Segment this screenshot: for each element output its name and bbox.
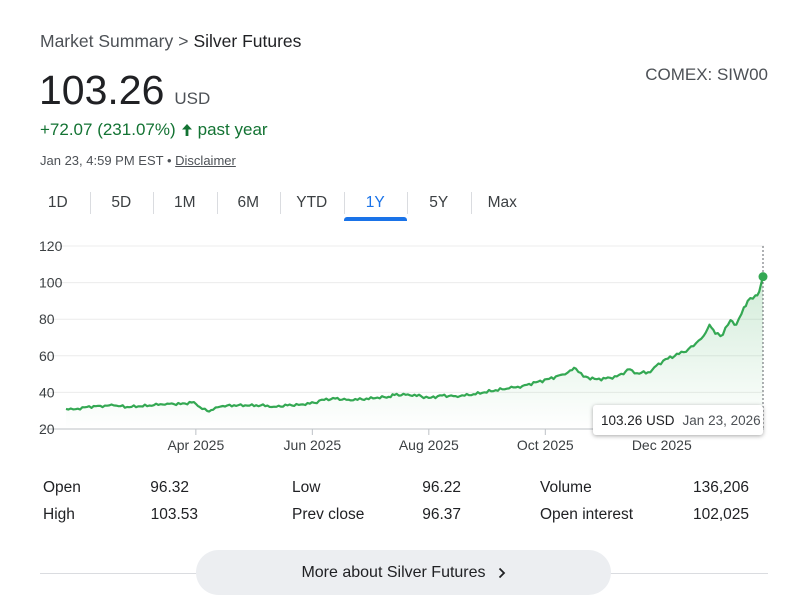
stat-label: Prev close — [292, 506, 365, 523]
hover-point — [758, 272, 768, 282]
x-tick-label: Oct 2025 — [517, 437, 574, 453]
exchange-symbol: COMEX: SIW00 — [645, 65, 768, 84]
stat-low: Low 96.22 — [292, 476, 461, 500]
x-tick-label: Dec 2025 — [632, 437, 692, 453]
price-chart[interactable]: 20 40 60 80 100 120 Apr 2025 Jun 2025 Aug 2025 O… — [0, 232, 800, 462]
x-tick-label: Apr 2025 — [167, 437, 224, 453]
stat-open-interest: Open interest 102,025 — [540, 503, 749, 527]
currency: USD — [174, 89, 211, 108]
tab-1m[interactable]: 1M — [153, 186, 217, 220]
tab-5d[interactable]: 5D — [89, 186, 154, 220]
stat-label: Open — [43, 479, 81, 496]
stat-value: 96.22 — [422, 479, 461, 496]
tab-6m[interactable]: 6M — [216, 186, 281, 220]
quote-meta: Jan 23, 4:59 PM EST • Disclaimer — [40, 153, 236, 168]
tab-1d[interactable]: 1D — [47, 194, 68, 211]
price-row: 103.26 USD — [39, 66, 210, 114]
stat-value: 102,025 — [692, 506, 749, 523]
more-about-button[interactable]: More about Silver Futures — [196, 550, 611, 595]
y-tick-label: 120 — [39, 238, 63, 254]
breadcrumb-current: Silver Futures — [193, 31, 302, 51]
y-tick-label: 20 — [39, 421, 55, 437]
stat-value: 96.32 — [150, 479, 189, 496]
y-tick-label: 80 — [39, 311, 55, 327]
x-tick-label: Jun 2025 — [284, 437, 342, 453]
tab-ytd[interactable]: YTD — [280, 186, 344, 220]
range-tabs: 1D 5D 1M 6M YTD 1Y 5Y Max — [26, 186, 535, 221]
stat-label: Open interest — [540, 506, 634, 523]
timestamp: Jan 23, 4:59 PM EST — [40, 153, 164, 168]
stat-value: 96.37 — [422, 506, 461, 523]
stat-label: Volume — [540, 479, 592, 496]
meta-separator: • — [166, 153, 172, 168]
change-period: past year — [197, 120, 268, 139]
y-tick-label: 100 — [39, 275, 63, 291]
price-line — [65, 276, 765, 413]
y-tick-label: 40 — [39, 384, 55, 400]
tooltip-price: 103.26 USD — [601, 412, 675, 428]
breadcrumb-separator: > — [178, 31, 189, 51]
stat-open: Open 96.32 — [43, 476, 189, 500]
y-tick-label: 60 — [39, 348, 55, 364]
stat-high: High 103.53 — [43, 503, 198, 527]
current-price: 103.26 — [39, 67, 165, 113]
stat-prev-close: Prev close 96.37 — [292, 503, 461, 527]
x-tick-label: Aug 2025 — [399, 437, 459, 453]
stat-label: Low — [292, 479, 321, 496]
stat-volume: Volume 136,206 — [540, 476, 749, 500]
tab-max[interactable]: Max — [470, 186, 535, 220]
price-area — [66, 276, 763, 429]
stat-value: 103.53 — [150, 506, 198, 523]
chevron-right-icon — [498, 567, 506, 579]
chart-tooltip: 103.26 USD Jan 23, 2026 — [593, 405, 763, 435]
change-value: +72.07 (231.07%) — [40, 120, 176, 139]
breadcrumb-root[interactable]: Market Summary — [40, 31, 174, 51]
price-change: +72.07 (231.07%) past year — [40, 120, 268, 140]
more-about-label: More about Silver Futures — [301, 563, 486, 581]
stat-value: 136,206 — [692, 479, 749, 496]
breadcrumb: Market Summary > Silver Futures — [40, 31, 301, 52]
tab-1y[interactable]: 1Y — [343, 186, 408, 221]
arrow-up-icon — [181, 123, 193, 137]
stat-label: High — [43, 506, 75, 523]
tooltip-date: Jan 23, 2026 — [682, 412, 761, 428]
disclaimer-link[interactable]: Disclaimer — [175, 153, 236, 168]
tab-5y[interactable]: 5Y — [407, 186, 471, 220]
